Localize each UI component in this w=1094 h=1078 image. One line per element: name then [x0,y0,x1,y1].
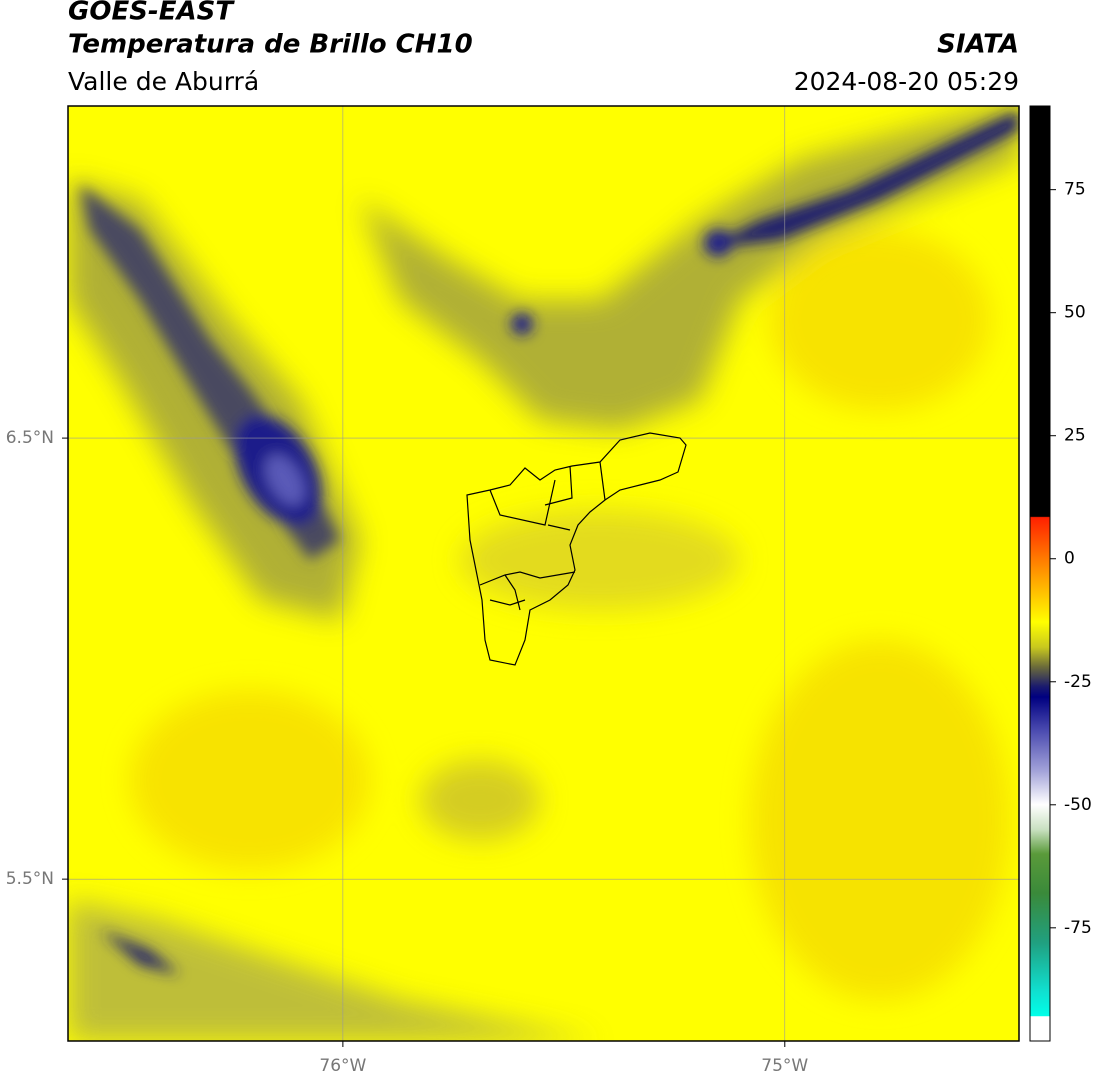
colorbar-label: 75 [1064,180,1086,200]
lon-label: 75°W [761,1056,808,1076]
colorbar-label: -25 [1064,672,1092,692]
colorbar-label: 50 [1064,303,1086,323]
source: SIATA [937,30,1019,60]
lat-label: 5.5°N [6,869,54,889]
lon-label: 76°W [319,1056,366,1076]
colorbar-label: 25 [1064,426,1086,446]
subtitle: Temperatura de Brillo CH10 [68,30,473,60]
title: GOES-EAST [68,0,235,27]
satellite-image [68,106,1019,1041]
map-frame [67,105,1020,1042]
colorbar-label: -50 [1064,795,1092,815]
colorbar-label: 0 [1064,549,1075,569]
datetime: 2024-08-20 05:29 [794,67,1019,96]
lat-label: 6.5°N [6,428,54,448]
colorbar-label: -75 [1064,918,1092,938]
municipal-boundaries [466,432,687,666]
region: Valle de Aburrá [68,67,259,96]
colorbar [1029,105,1051,1042]
graticule [62,106,1019,1047]
